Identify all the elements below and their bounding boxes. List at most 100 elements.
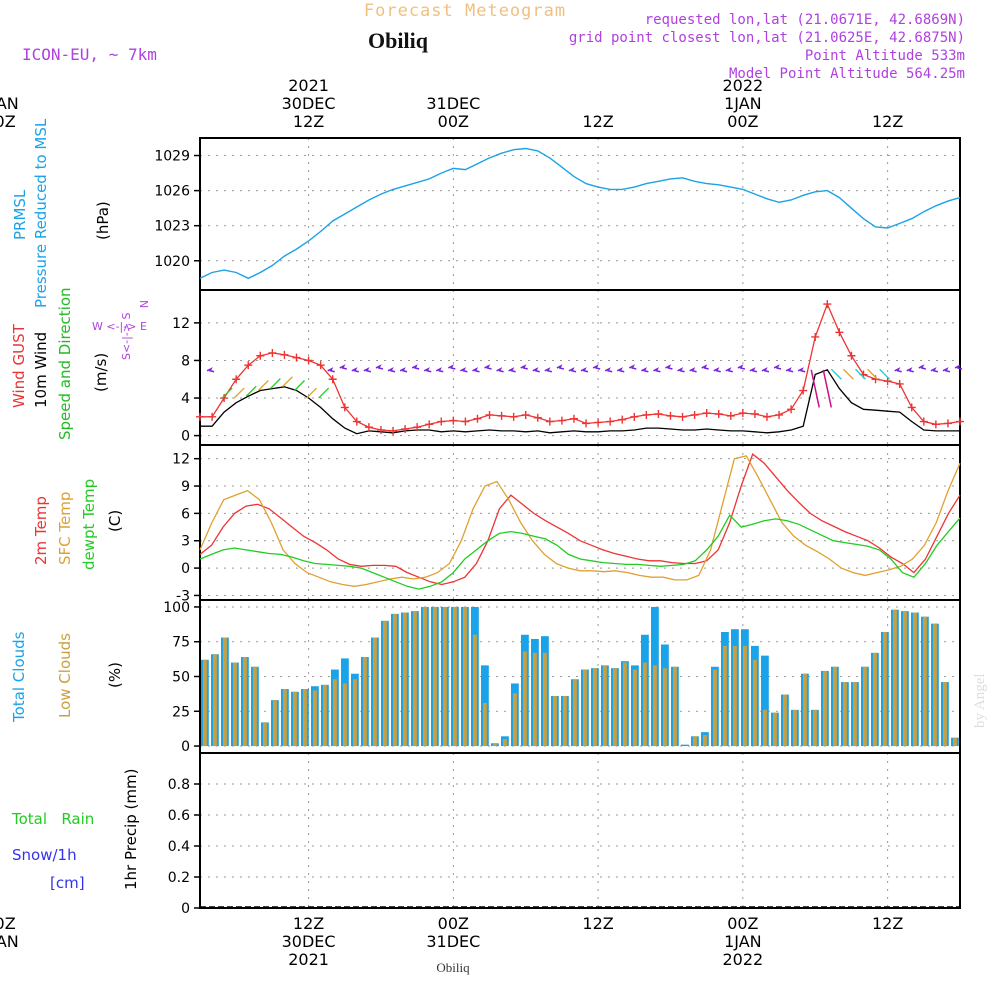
low-cloud-bar bbox=[592, 668, 597, 747]
cloud-labels: Total Clouds Low Clouds (%) bbox=[10, 631, 124, 723]
clouds-unit: (%) bbox=[106, 662, 124, 688]
gust-marker bbox=[533, 413, 542, 422]
low-cloud-bar bbox=[792, 709, 797, 747]
low-cloud-bar bbox=[262, 722, 267, 747]
low-cloud-bar bbox=[212, 654, 217, 747]
y-tick-label: 4 bbox=[181, 391, 190, 407]
low-cloud-bar bbox=[922, 616, 927, 747]
y-tick-label: -3 bbox=[176, 588, 190, 604]
low-cloud-bar bbox=[502, 739, 507, 747]
temp-2m-label: 2m Temp bbox=[32, 496, 50, 565]
gust-marker bbox=[425, 420, 434, 429]
low-cloud-bar bbox=[612, 668, 617, 747]
precip-labels: Total Rain Snow/1h [cm] 1hr Precip (mm) bbox=[11, 769, 140, 892]
low-cloud-bar bbox=[602, 665, 607, 747]
low-cloud-bar bbox=[352, 679, 357, 747]
gust-marker bbox=[642, 410, 651, 419]
low-cloud-bar bbox=[392, 613, 397, 747]
wind-direction-arrow bbox=[399, 367, 408, 373]
time-bottom-day: 30DEC bbox=[282, 932, 336, 951]
total-clouds-label: Total Clouds bbox=[10, 631, 28, 723]
gust-marker bbox=[208, 412, 217, 421]
wind-direction-arrow bbox=[918, 364, 926, 370]
time-bottom-year: 2021 bbox=[288, 950, 329, 969]
low-cloud-bar bbox=[842, 682, 847, 747]
wind-direction-arrow bbox=[592, 364, 601, 370]
wind-direction-arrow bbox=[447, 364, 456, 370]
y-tick-label: 1023 bbox=[154, 219, 190, 235]
low-cloud-bar bbox=[702, 734, 707, 747]
snow-label: Snow/1h bbox=[12, 846, 77, 864]
low-cloud-bar bbox=[382, 620, 387, 747]
temp-labels: 2m Temp SFC Temp dewpt Temp (C) bbox=[32, 479, 124, 570]
low-cloud-bar bbox=[752, 659, 757, 747]
low-cloud-bar bbox=[782, 694, 787, 747]
wind-direction-arrow bbox=[822, 369, 833, 408]
wind-direction-arrow bbox=[351, 367, 360, 373]
gust-marker bbox=[389, 426, 398, 435]
total-cloud-bar bbox=[761, 655, 769, 747]
model-name: ICON-EU, ~ 7km bbox=[22, 45, 157, 64]
wind-direction-arrow bbox=[830, 368, 842, 380]
low-cloud-bar bbox=[802, 673, 807, 747]
gust-marker bbox=[401, 425, 410, 434]
wind-direction-arrow bbox=[508, 367, 516, 373]
plot-layer: 1020 1023 1026 1029 0 4 8 12 -3 0 3 6 9 12 0 25 50 75 100 0… bbox=[0, 76, 964, 969]
time-top-hour: 00Z bbox=[0, 112, 16, 131]
wind-direction-arrow bbox=[556, 364, 565, 370]
gust-marker bbox=[497, 411, 506, 420]
wind-direction-arrow bbox=[713, 367, 721, 373]
y-tick-label: 1020 bbox=[154, 254, 190, 270]
wind-direction-arrow bbox=[894, 367, 902, 373]
wind-series-line bbox=[200, 369, 960, 435]
low-cloud-bar bbox=[932, 623, 937, 747]
wind-direction-arrow bbox=[363, 367, 372, 373]
low-cloud-bar bbox=[772, 712, 777, 747]
low-cloud-bar bbox=[412, 611, 417, 747]
wind-direction-arrow bbox=[269, 378, 281, 390]
gust-marker bbox=[618, 415, 627, 424]
y-tick-label: 12 bbox=[172, 316, 190, 332]
time-top-year: 2022 bbox=[722, 76, 763, 95]
time-top-hour: 12Z bbox=[293, 112, 324, 131]
low-cloud-bar bbox=[862, 666, 867, 747]
time-top-day: 30DEC bbox=[282, 94, 336, 113]
low-cloud-bar bbox=[872, 652, 877, 747]
y-tick-label: 50 bbox=[172, 670, 190, 686]
low-cloud-bar bbox=[822, 670, 827, 747]
gust-marker bbox=[304, 356, 313, 365]
wind-direction-arrow bbox=[689, 367, 697, 373]
requested-coords: requested lon,lat (21.0671E, 42.6869N) bbox=[645, 12, 965, 28]
low-cloud-bar bbox=[902, 611, 907, 747]
low-cloud-bar bbox=[582, 669, 587, 747]
low-cloud-bar bbox=[232, 662, 237, 747]
time-top-day: 31DEC bbox=[426, 94, 480, 113]
time-top-hour: 00Z bbox=[727, 112, 758, 131]
wind-direction-arrow bbox=[544, 367, 553, 373]
gust-marker bbox=[376, 425, 385, 434]
low-cloud-bar bbox=[522, 651, 527, 747]
time-bottom-day: 1JAN bbox=[724, 932, 762, 951]
wind-direction-arrow bbox=[387, 367, 396, 373]
low-cloud-bar bbox=[712, 669, 717, 747]
temp-sfc-line bbox=[199, 455, 961, 587]
gust-marker bbox=[907, 403, 916, 412]
low-cloud-bar bbox=[512, 693, 517, 747]
y-tick-label: 0.8 bbox=[168, 777, 190, 793]
wind-direction-arrow bbox=[496, 367, 504, 373]
low-clouds-label: Low Clouds bbox=[56, 633, 74, 718]
wind-direction-arrow bbox=[942, 367, 951, 373]
y-tick-label: 0.2 bbox=[168, 870, 190, 886]
compass-we: W <-|-> E bbox=[92, 320, 147, 333]
low-cloud-bar bbox=[372, 637, 377, 747]
wind-direction-arrow bbox=[435, 367, 444, 373]
gust-marker bbox=[352, 417, 361, 426]
point-altitude: Point Altitude 533m bbox=[805, 48, 965, 64]
y-tick-label: 100 bbox=[163, 600, 190, 616]
gust-marker bbox=[714, 410, 723, 418]
time-top-day: 2JAN bbox=[0, 94, 19, 113]
wind-direction-arrow bbox=[306, 387, 318, 399]
gust-marker bbox=[678, 412, 687, 421]
wind-direction-arrow bbox=[749, 367, 758, 373]
time-top-year: 2021 bbox=[288, 76, 329, 95]
